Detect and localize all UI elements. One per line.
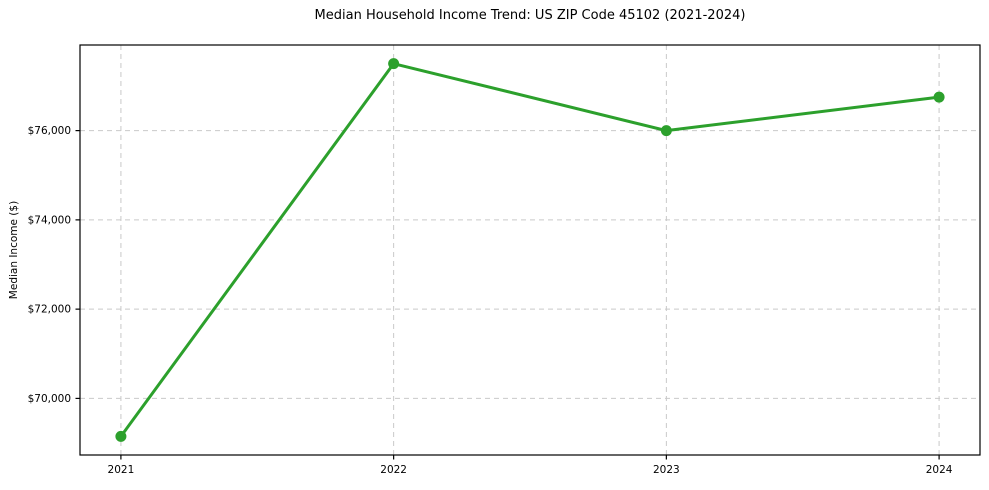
data-point-marker xyxy=(388,58,400,70)
data-point-marker xyxy=(933,91,945,103)
y-tick-label: $74,000 xyxy=(28,214,71,226)
y-tick-label: $76,000 xyxy=(28,125,71,137)
data-point-marker xyxy=(115,430,127,442)
data-line xyxy=(119,62,941,438)
x-tick-label: 2023 xyxy=(653,464,680,476)
x-tick-label: 2022 xyxy=(380,464,407,476)
x-tick-label: 2024 xyxy=(926,464,953,476)
plot-frame xyxy=(79,44,981,456)
chart-title: Median Household Income Trend: US ZIP Co… xyxy=(314,8,746,23)
y-tick-label: $70,000 xyxy=(28,393,71,405)
x-tick-label: 2021 xyxy=(108,464,135,476)
data-point-marker xyxy=(660,125,672,137)
y-tick-label: $72,000 xyxy=(28,304,71,316)
